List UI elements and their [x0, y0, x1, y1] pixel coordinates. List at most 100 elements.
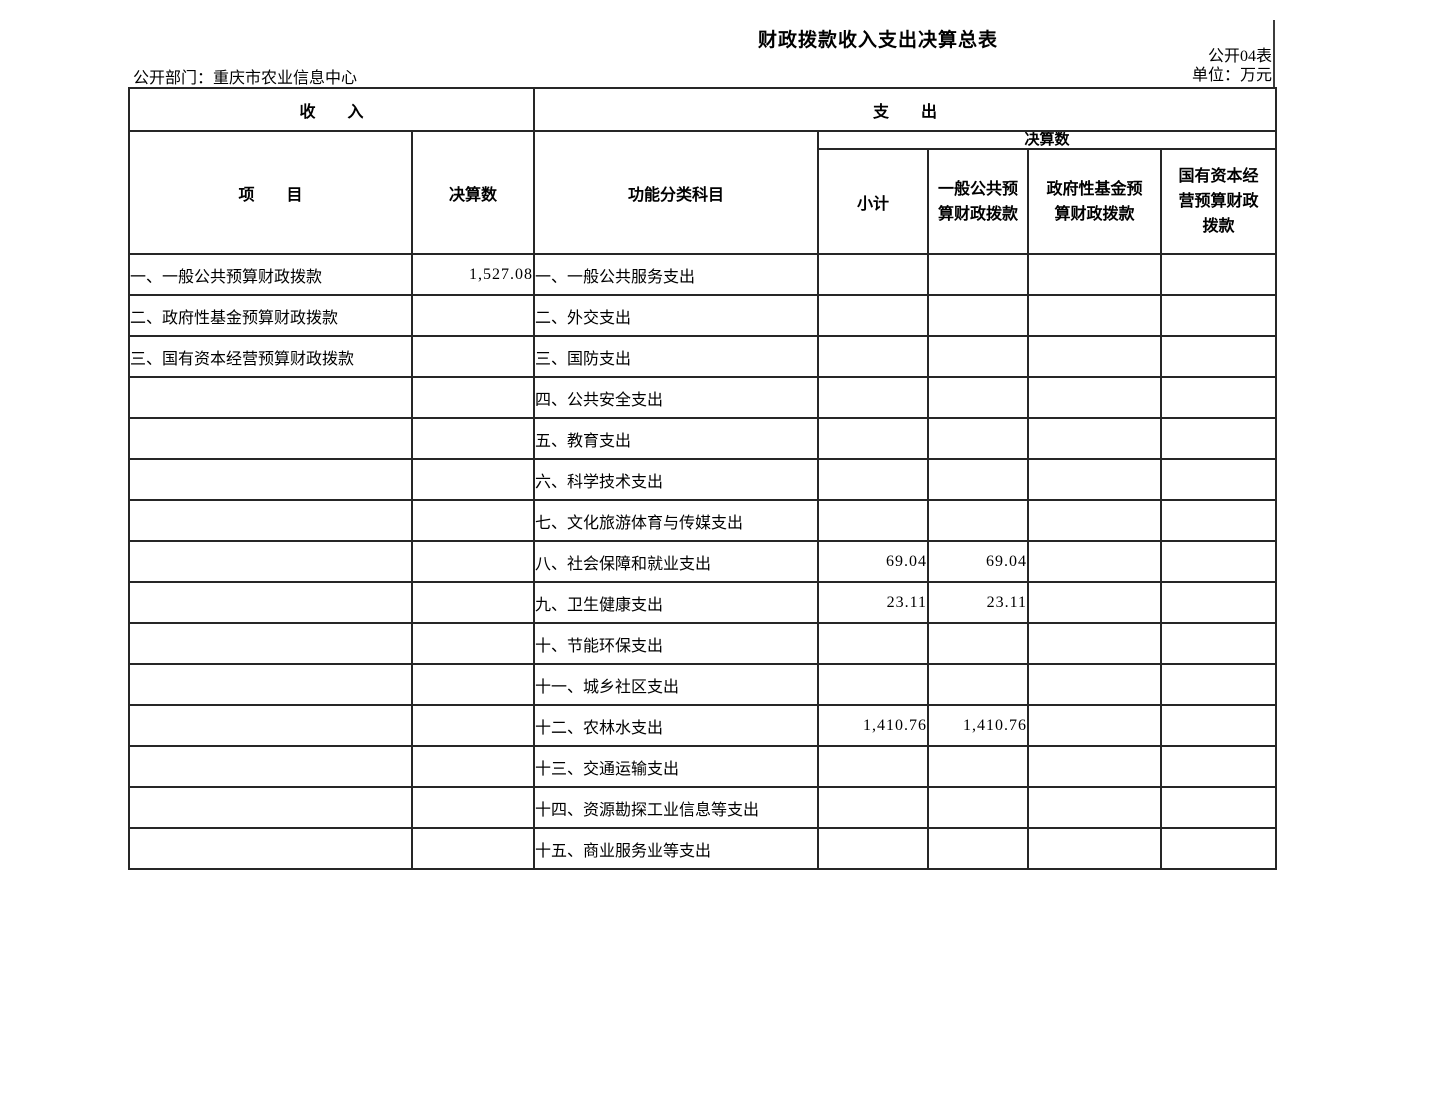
expense-item-cell: 八、社会保障和就业支出	[533, 540, 820, 583]
expense-govfund-cell	[1027, 376, 1163, 419]
expense-statecapital-cell	[1160, 499, 1278, 542]
expense-section-header: 支 出	[533, 87, 1278, 132]
section-header-row: 收 入 支 出	[127, 87, 1278, 132]
expense-statecapital-cell	[1160, 704, 1278, 747]
expense-statecapital-cell	[1160, 253, 1278, 296]
expense-subtotal-header: 小计	[817, 148, 930, 255]
income-item-cell	[128, 704, 413, 747]
income-item-cell	[128, 417, 413, 460]
expense-item-cell: 二、外交支出	[533, 294, 820, 337]
table-row: 十一、城乡社区支出	[128, 663, 1278, 706]
unit-note: 单位：万元	[1191, 67, 1272, 84]
income-item-cell	[128, 499, 413, 542]
expense-statecapital-cell	[1160, 622, 1278, 665]
income-amount-cell	[410, 581, 536, 624]
expense-subtotal-cell: 69.04	[817, 540, 930, 583]
fiscal-summary-table: 收 入 支 出 项 目 决算数 功能分类科目 决算数 小计 一般公共预算财政拨款…	[127, 87, 1278, 870]
expense-govfund-cell	[1027, 663, 1163, 706]
expense-general-cell	[927, 458, 1030, 501]
income-amount-header: 决算数	[410, 130, 536, 255]
expense-subtotal-cell	[817, 786, 930, 829]
income-amount-cell	[410, 540, 536, 583]
amount-group-header-row: 项 目 决算数 功能分类科目 决算数	[128, 130, 1278, 255]
income-amount-cell: 1,527.08	[410, 253, 536, 296]
expense-govfund-cell	[1027, 745, 1163, 788]
income-section-header: 收 入	[127, 87, 536, 132]
expense-item-cell: 十五、商业服务业等支出	[533, 827, 820, 870]
expense-subtotal-cell	[817, 376, 930, 419]
income-amount-cell	[410, 663, 536, 706]
expense-general-header: 一般公共预算财政拨款	[938, 180, 1019, 223]
expense-statecapital-cell	[1160, 294, 1278, 337]
expense-statecapital-cell	[1160, 540, 1278, 583]
expense-general-cell	[927, 417, 1030, 460]
expense-subtotal-cell	[817, 253, 930, 296]
income-item-cell	[128, 581, 413, 624]
income-item-cell	[128, 663, 413, 706]
expense-general-cell: 23.11	[927, 581, 1030, 624]
income-amount-cell	[410, 499, 536, 542]
income-amount-cell	[410, 417, 536, 460]
expense-govfund-cell	[1027, 827, 1163, 870]
table-row: 十、节能环保支出	[128, 622, 1278, 665]
income-item-cell	[128, 827, 413, 870]
expense-subtotal-cell	[817, 458, 930, 501]
expense-item-cell: 五、教育支出	[533, 417, 820, 460]
expense-statecapital-cell	[1160, 827, 1278, 870]
table-row: 六、科学技术支出	[128, 458, 1278, 501]
expense-subtotal-cell	[817, 745, 930, 788]
expense-statecapital-cell	[1160, 786, 1278, 829]
income-item-header: 项 目	[128, 130, 413, 255]
expense-govfund-cell	[1027, 335, 1163, 378]
expense-govfund-cell	[1027, 499, 1163, 542]
income-item-cell: 三、国有资本经营预算财政拨款	[128, 335, 413, 378]
expense-subtotal-cell	[817, 335, 930, 378]
expense-govfund-header-cell: 政府性基金预算财政拨款	[1027, 148, 1163, 255]
expense-general-header-cell: 一般公共预算财政拨款	[927, 148, 1030, 255]
expense-govfund-cell	[1027, 581, 1163, 624]
table-row: 二、政府性基金预算财政拨款 二、外交支出	[128, 294, 1278, 337]
income-amount-cell	[410, 786, 536, 829]
expense-subtotal-cell	[817, 663, 930, 706]
expense-item-cell: 一、一般公共服务支出	[533, 253, 820, 296]
expense-statecapital-cell	[1160, 458, 1278, 501]
income-item-cell	[128, 540, 413, 583]
form-code: 公开04表	[1207, 48, 1272, 65]
expense-govfund-header: 政府性基金预算财政拨款	[1046, 180, 1143, 223]
income-item-cell	[128, 786, 413, 829]
expense-statecapital-cell	[1160, 335, 1278, 378]
expense-amount-group-header: 决算数	[817, 130, 1278, 150]
expense-statecapital-cell	[1160, 376, 1278, 419]
income-amount-cell	[410, 294, 536, 337]
expense-subtotal-cell	[817, 827, 930, 870]
expense-subtotal-cell	[817, 417, 930, 460]
expense-item-cell: 九、卫生健康支出	[533, 581, 820, 624]
expense-govfund-cell	[1027, 540, 1163, 583]
expense-subtotal-cell	[817, 294, 930, 337]
expense-govfund-cell	[1027, 458, 1163, 501]
expense-general-cell: 1,410.76	[927, 704, 1030, 747]
table-row: 九、卫生健康支出 23.11 23.11	[128, 581, 1278, 624]
expense-general-cell: 69.04	[927, 540, 1030, 583]
expense-statecapital-cell	[1160, 663, 1278, 706]
income-item-cell	[128, 458, 413, 501]
expense-general-cell	[927, 786, 1030, 829]
form-meta: 公开04表 单位：万元	[1192, 47, 1272, 85]
expense-general-cell	[927, 663, 1030, 706]
income-amount-cell	[410, 376, 536, 419]
expense-general-cell	[927, 827, 1030, 870]
expense-statecapital-header-cell: 国有资本经营预算财政拨款	[1160, 148, 1278, 255]
income-item-cell	[128, 622, 413, 665]
income-amount-cell	[410, 745, 536, 788]
income-amount-cell	[410, 704, 536, 747]
income-amount-cell	[410, 622, 536, 665]
expense-item-cell: 十四、资源勘探工业信息等支出	[533, 786, 820, 829]
expense-subtotal-cell: 1,410.76	[817, 704, 930, 747]
expense-item-cell: 十一、城乡社区支出	[533, 663, 820, 706]
table-row: 七、文化旅游体育与传媒支出	[128, 499, 1278, 542]
expense-statecapital-cell	[1160, 417, 1278, 460]
table-row: 四、公共安全支出	[128, 376, 1278, 419]
expense-govfund-cell	[1027, 253, 1163, 296]
expense-subtotal-cell	[817, 499, 930, 542]
